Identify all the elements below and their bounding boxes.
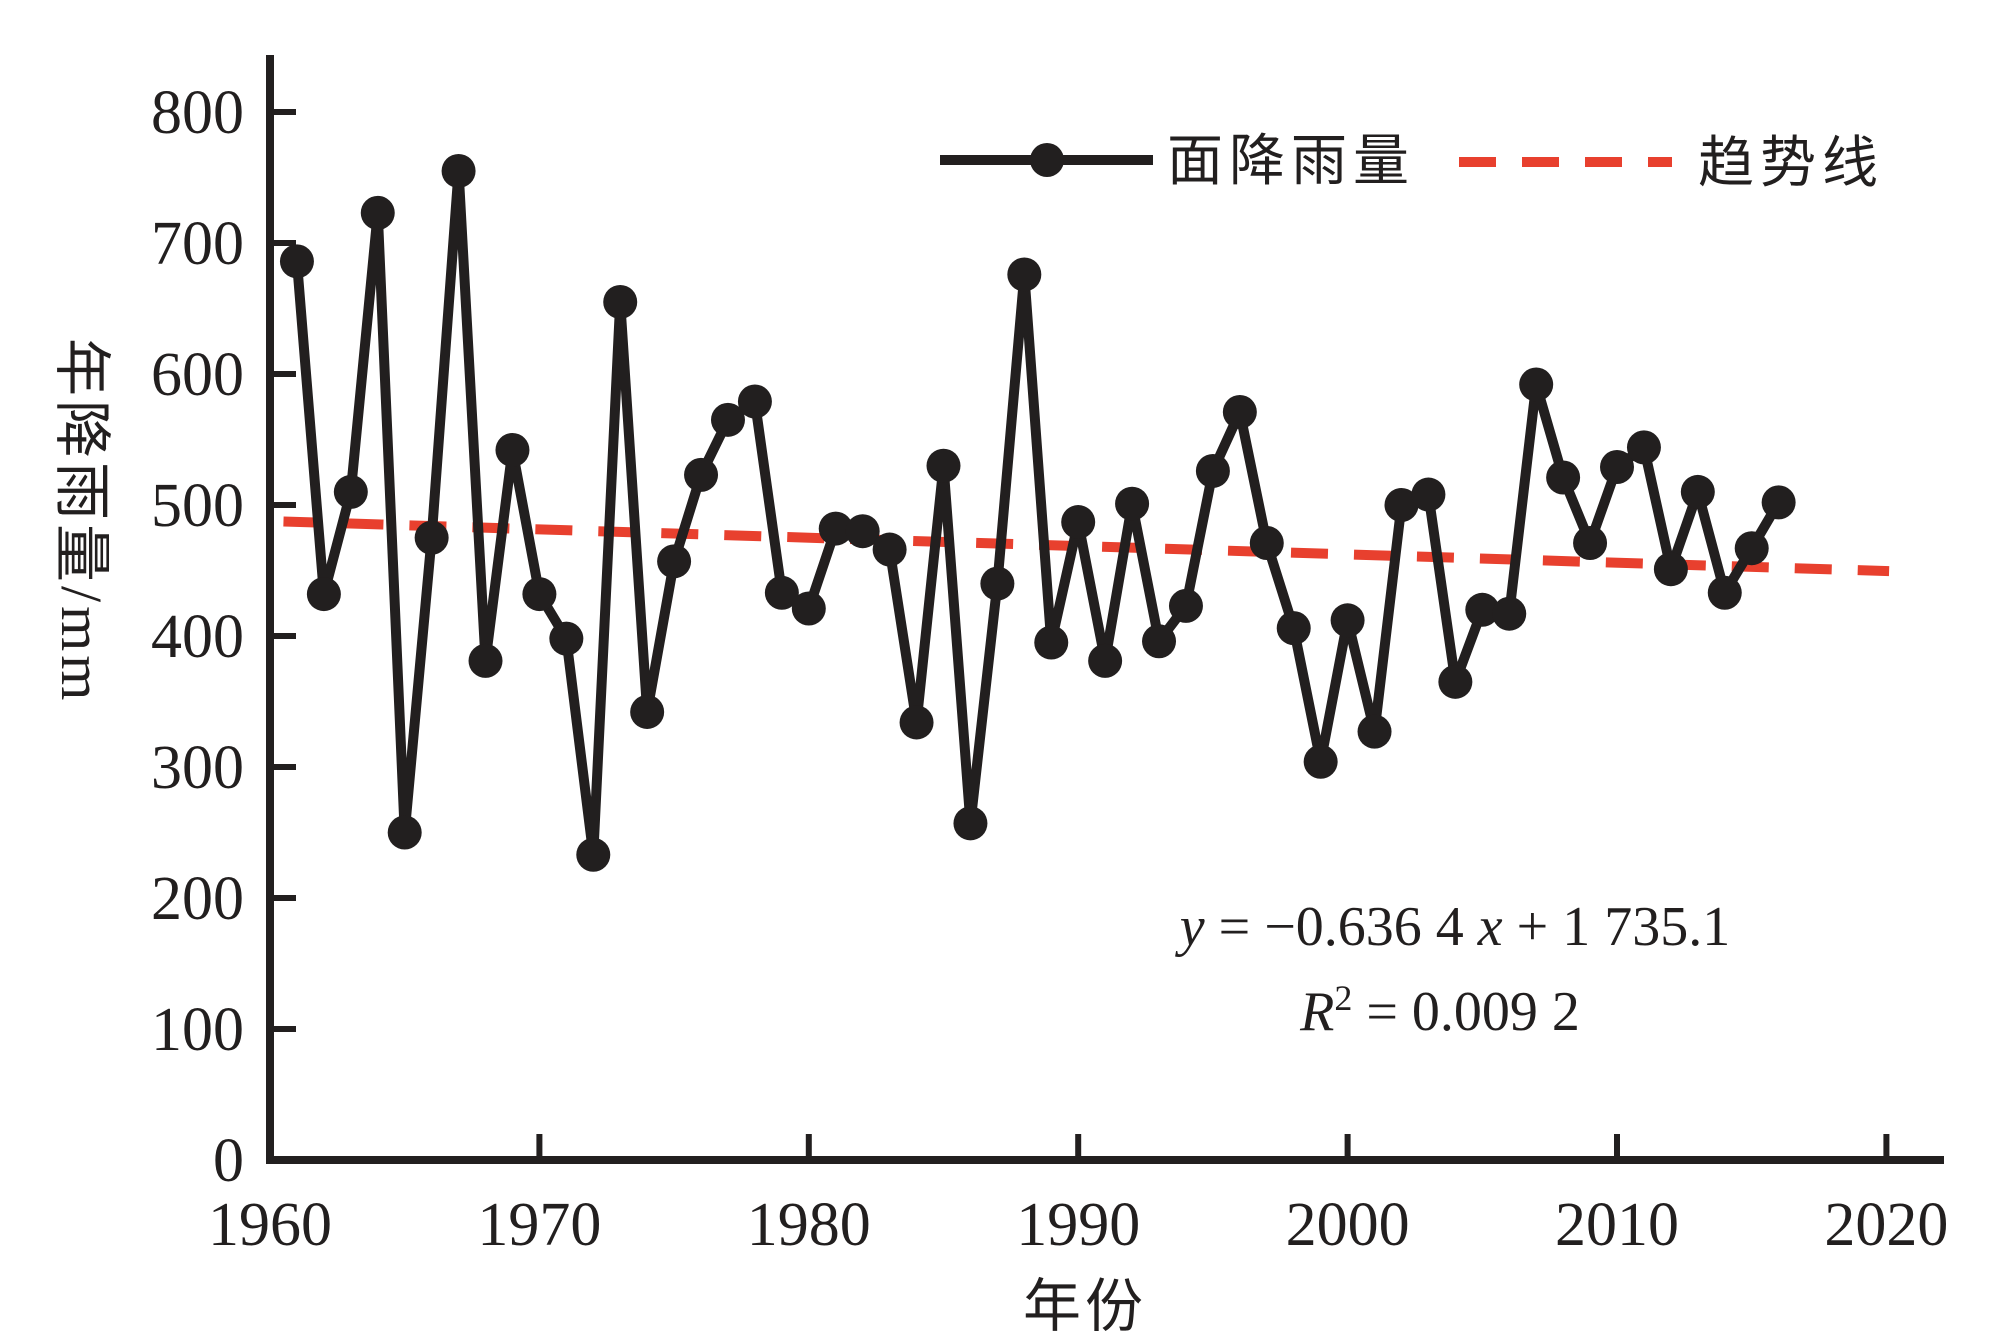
- y-tick-label: 300: [151, 734, 244, 802]
- y-tick-label: 700: [151, 210, 244, 278]
- data-point: [657, 544, 692, 579]
- data-point: [603, 284, 638, 319]
- equation-annotation: y = −0.636 4 x + 1 735.1 R2 = 0.009 2: [1175, 896, 1730, 1043]
- data-point: [333, 474, 368, 509]
- legend-series-label: 面降雨量: [1167, 131, 1415, 193]
- y-tick-label: 600: [151, 341, 244, 409]
- x-tick-label: 2010: [1555, 1191, 1679, 1259]
- data-point: [1007, 257, 1042, 292]
- data-point: [387, 815, 422, 850]
- data-point: [899, 705, 934, 740]
- data-point: [1653, 552, 1688, 587]
- data-point: [845, 514, 880, 549]
- y-tick-label: 100: [151, 996, 244, 1064]
- data-point: [441, 153, 476, 188]
- equation-line2: R2 = 0.009 2: [1299, 978, 1580, 1043]
- data-point: [630, 694, 665, 729]
- data-point: [1546, 460, 1581, 495]
- data-point: [1357, 714, 1392, 749]
- data-point: [495, 432, 530, 467]
- data-point: [926, 448, 961, 483]
- data-point: [1088, 643, 1123, 678]
- data-point: [549, 621, 584, 656]
- data-point: [764, 575, 799, 610]
- data-point: [414, 520, 449, 555]
- data-point: [1492, 596, 1527, 631]
- data-point: [1195, 453, 1230, 488]
- x-tick-label: 1970: [477, 1191, 601, 1259]
- data-point: [1384, 488, 1419, 522]
- y-tick-label: 400: [151, 603, 244, 671]
- x-tick-label: 1980: [747, 1191, 871, 1259]
- y-tick-label: 800: [151, 79, 244, 147]
- data-point: [1707, 575, 1742, 610]
- equation-line1: y = −0.636 4 x + 1 735.1: [1175, 896, 1730, 958]
- data-point: [306, 577, 341, 612]
- data-point: [1115, 486, 1150, 521]
- data-point: [1142, 624, 1177, 659]
- data-point: [1168, 588, 1203, 623]
- data-point: [872, 532, 907, 567]
- y-tick-label: 0: [213, 1127, 244, 1195]
- data-point: [1276, 611, 1311, 646]
- axes: 0 100 200 300 400 500 600 700 800 1960 1970 1980 199…: [151, 55, 1948, 1259]
- data-point: [953, 806, 988, 841]
- x-tick-label: 1960: [208, 1191, 332, 1259]
- data-point: [1438, 664, 1473, 699]
- data-point: [1519, 367, 1554, 402]
- data-point: [1303, 744, 1338, 779]
- data-point: [522, 577, 557, 612]
- legend-trend-label: 趋势线: [1698, 133, 1884, 195]
- data-point: [468, 643, 503, 678]
- data-point: [360, 195, 395, 230]
- data-point: [1600, 450, 1634, 485]
- data-point: [1626, 430, 1661, 465]
- data-point: [1222, 394, 1257, 429]
- data-point: [1411, 477, 1446, 512]
- data-point: [1761, 485, 1796, 520]
- y-tick-label: 200: [151, 865, 244, 933]
- trend-line-group: [283, 516, 1890, 577]
- data-point: [1034, 625, 1069, 660]
- data-point: [1680, 474, 1715, 509]
- data-point: [818, 511, 853, 546]
- data-point: [710, 402, 745, 437]
- data-point: [791, 591, 826, 626]
- x-axis-title: 年份: [1023, 1274, 1147, 1338]
- legend: 面降雨量 趋势线: [940, 131, 1884, 195]
- rainfall-series-group: [279, 153, 1796, 872]
- x-tick-label: 2020: [1824, 1191, 1948, 1259]
- trend-line: [283, 516, 1890, 577]
- data-point: [279, 244, 314, 279]
- data-point: [1249, 525, 1284, 560]
- data-point: [1465, 592, 1500, 627]
- data-point: [1734, 531, 1769, 566]
- x-tick-label: 2000: [1286, 1191, 1410, 1259]
- y-tick-label: 500: [151, 472, 244, 540]
- data-point: [737, 384, 772, 419]
- legend-series-marker: [1030, 143, 1064, 177]
- data-point: [576, 837, 611, 872]
- data-point: [1330, 603, 1365, 638]
- data-point: [684, 457, 719, 492]
- y-axis-title: 年降雨量/mm: [49, 338, 114, 704]
- data-point: [980, 566, 1015, 601]
- data-point: [1573, 525, 1608, 560]
- x-tick-label: 1990: [1016, 1191, 1140, 1259]
- data-point: [1061, 505, 1096, 540]
